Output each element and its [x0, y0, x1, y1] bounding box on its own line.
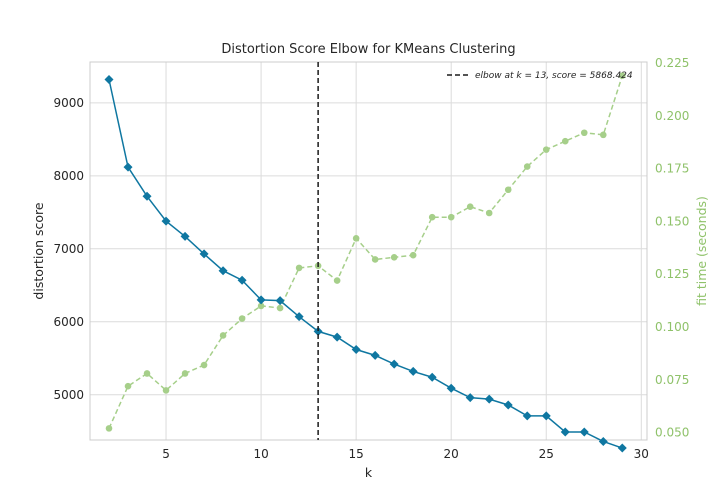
fit-time-series: [105, 72, 626, 432]
plot-frame: [89, 61, 648, 441]
y-tick-label: 8000: [53, 169, 84, 183]
y-tick-label: 7000: [53, 242, 84, 256]
x-tick-label: 20: [444, 447, 459, 461]
fit-time-line: [108, 75, 624, 429]
distortion-point: [161, 216, 171, 226]
distortion-point: [313, 326, 323, 336]
distortion-point: [408, 366, 418, 376]
y2-tick-label: 0.175: [655, 162, 689, 176]
x-tick-label: 5: [162, 447, 170, 461]
x-tick-labels: 5 10 15 20 25 30: [162, 447, 649, 461]
fit-time-point: [257, 302, 265, 310]
distortion-point: [142, 191, 152, 201]
x-axis-title: k: [365, 465, 373, 480]
x-tick-label: 15: [349, 447, 364, 461]
grid: [90, 62, 647, 440]
fit-time-point: [428, 213, 436, 221]
fit-time-point: [276, 304, 284, 312]
fit-time-point: [561, 137, 569, 145]
fit-time-point: [447, 213, 455, 221]
fit-time-point: [390, 254, 398, 261]
distortion-point: [237, 275, 247, 285]
distortion-point: [522, 411, 532, 421]
distortion-point: [446, 383, 456, 393]
x-tick-label: 10: [253, 447, 268, 461]
distortion-point: [484, 394, 494, 404]
y2-axis-title: fit time (seconds): [694, 196, 709, 306]
distortion-point: [579, 427, 589, 437]
y2-tick-label: 0.125: [655, 267, 689, 281]
fit-time-point: [181, 370, 189, 377]
y-tick-label: 9000: [53, 96, 84, 110]
distortion-point: [294, 312, 304, 322]
fit-time-point: [143, 370, 151, 377]
y-tick-label: 6000: [53, 315, 84, 329]
y2-tick-label: 0.050: [655, 426, 689, 440]
distortion-line: [108, 79, 623, 449]
distortion-point: [199, 249, 209, 259]
x-tick-label: 25: [539, 447, 554, 461]
distortion-point: [104, 75, 114, 85]
fit-time-point: [124, 382, 132, 390]
distortion-point: [560, 427, 570, 437]
series: [104, 72, 627, 453]
distortion-point: [427, 372, 437, 382]
distortion-point: [275, 296, 285, 306]
distortion-point: [123, 162, 133, 172]
x-tick-label: 30: [634, 447, 649, 461]
fit-time-point: [409, 251, 417, 259]
y2-tick-label: 0.200: [655, 109, 689, 123]
fit-time-point: [105, 425, 113, 432]
distortion-point: [332, 332, 342, 342]
distortion-point: [256, 295, 266, 305]
fit-time-point: [523, 163, 531, 170]
y-tick-label: 5000: [53, 388, 84, 402]
distortion-point: [389, 359, 399, 369]
fit-time-point: [618, 72, 626, 80]
distortion-point: [180, 231, 190, 241]
distortion-point: [370, 350, 380, 360]
distortion-point: [465, 393, 475, 403]
fit-time-point: [352, 235, 360, 242]
chart-title: Distortion Score Elbow for KMeans Cluste…: [221, 42, 515, 57]
y2-tick-label: 0.075: [655, 373, 689, 387]
distortion-point: [598, 436, 608, 446]
y-axis-title: distortion score: [31, 202, 46, 299]
fit-time-point: [200, 361, 208, 369]
legend: elbow at k = 13, score = 5868.424: [447, 71, 633, 81]
y-tick-labels: 5000 6000 7000 8000 9000: [53, 96, 84, 402]
fit-time-point: [295, 264, 303, 272]
fit-time-point: [504, 186, 512, 194]
fit-time-point: [238, 315, 246, 322]
y2-tick-label: 0.225: [655, 56, 689, 70]
distortion-point: [617, 443, 627, 453]
distortion-series: [104, 75, 627, 453]
distortion-point: [218, 266, 228, 276]
fit-time-point: [466, 203, 474, 210]
fit-time-point: [542, 146, 550, 153]
fit-time-point: [371, 256, 379, 263]
fit-time-point: [162, 387, 170, 394]
fit-time-point: [580, 129, 588, 137]
distortion-point: [351, 345, 361, 355]
distortion-point: [503, 400, 513, 410]
fit-time-point: [333, 277, 341, 284]
legend-label: elbow at k = 13, score = 5868.424: [475, 71, 633, 81]
y2-tick-label: 0.150: [655, 214, 689, 228]
fit-time-point: [219, 332, 227, 339]
distortion-point: [541, 411, 551, 421]
y2-tick-label: 0.100: [655, 320, 689, 334]
fit-time-point: [485, 209, 493, 217]
y2-tick-labels: 0.050 0.075 0.100 0.125 0.150 0.175 0.200 0.225: [655, 56, 689, 440]
fit-time-point: [599, 131, 607, 139]
